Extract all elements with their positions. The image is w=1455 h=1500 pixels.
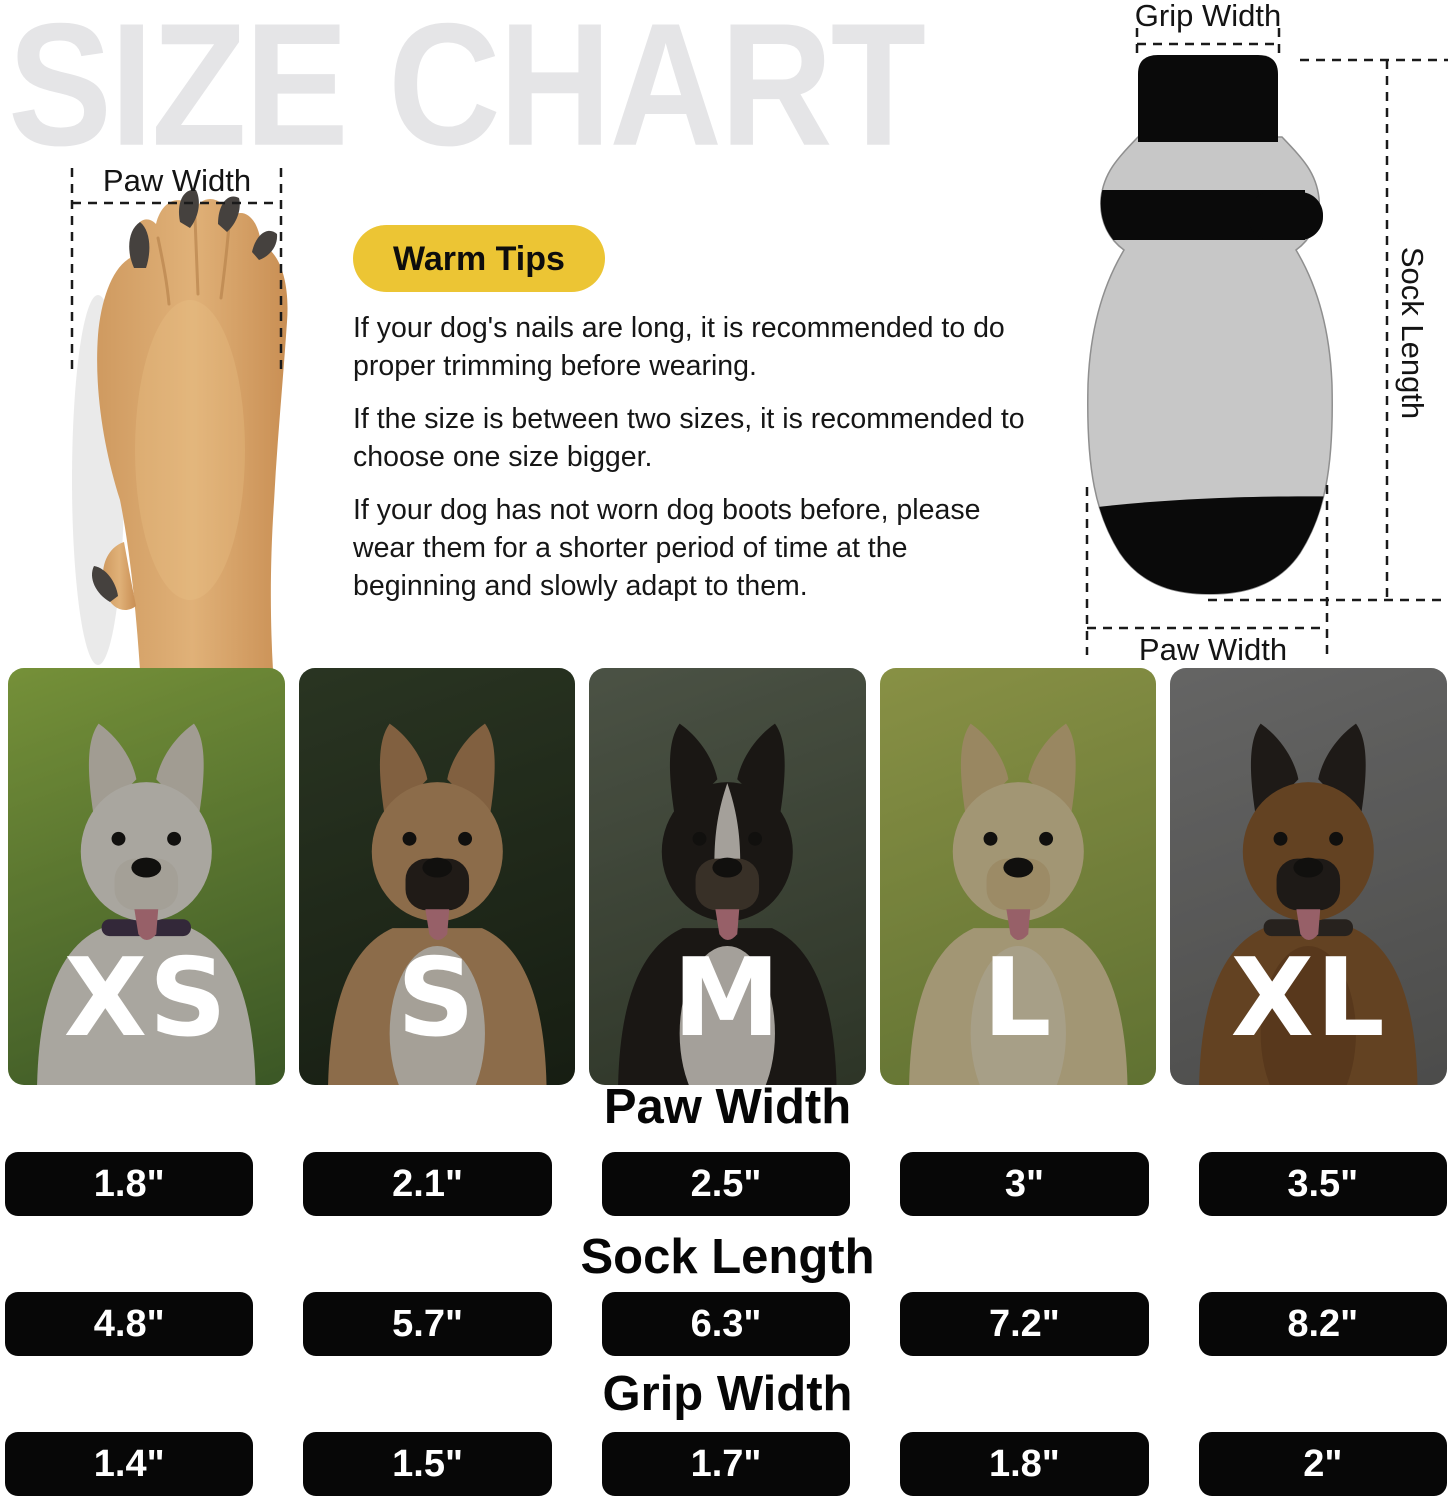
sock-length-value-m: 6.3": [601, 1292, 851, 1356]
sock-length-value-xl: 8.2": [1198, 1292, 1447, 1356]
sock-length-value-xs: 4.8": [5, 1292, 254, 1356]
table-header-grip-width: Grip Width: [602, 1367, 853, 1421]
grip-width-value-s: 1.5": [303, 1432, 552, 1496]
grip-width-value-m: 1.7": [601, 1432, 851, 1496]
tip-paragraph: If the size is between two sizes, it is …: [353, 403, 1025, 473]
size-label-xl: XL: [1230, 936, 1387, 1061]
tip-paragraph: If your dog has not worn dog boots befor…: [353, 494, 981, 602]
grip-width-value-xs: 1.4": [5, 1432, 254, 1496]
paw-width-value-l: 3": [900, 1152, 1149, 1216]
grip-width-label: Grip Width: [1135, 0, 1281, 33]
sock-length-value-l: 7.2": [900, 1292, 1149, 1356]
warm-tips-section: Warm Tips If your dog's nails are long, …: [353, 225, 1035, 605]
sock-illustration: [1087, 55, 1333, 595]
sock-sole: [1087, 496, 1333, 594]
size-label-xs: XS: [63, 936, 229, 1061]
sock-diagram: Grip Width Sock Length Paw Width: [1085, 0, 1448, 667]
grip-width-values-row: 1.4" 1.5" 1.7" 1.8" 2": [5, 1432, 1447, 1496]
sock-length-label: Sock Length: [1395, 247, 1430, 419]
size-card-l: L: [879, 668, 1157, 1085]
size-card-xl: XL: [1170, 668, 1447, 1085]
grip-width-value-l: 1.8": [900, 1432, 1149, 1496]
sock-cuff: [1138, 55, 1278, 142]
sock-length-value-s: 5.7": [303, 1292, 552, 1356]
paw-width-value-xs: 1.8": [5, 1152, 254, 1216]
photo-overlay: [8, 668, 285, 1085]
photo-overlay: [298, 668, 576, 1085]
table-header-paw-width: Paw Width: [603, 1080, 852, 1134]
grip-width-measure: Grip Width: [1135, 0, 1281, 58]
sock-paw-width-label: Paw Width: [1139, 632, 1287, 667]
paw-width-value-xl: 3.5": [1198, 1152, 1447, 1216]
paw-width-value-s: 2.1": [303, 1152, 552, 1216]
paw-width-label: Paw Width: [103, 163, 251, 198]
size-label-l: L: [982, 936, 1054, 1061]
sock-length-values-row: 4.8" 5.7" 6.3" 7.2" 8.2": [5, 1292, 1447, 1356]
table-header-sock-length: Sock Length: [580, 1230, 875, 1284]
size-cards-row: XS S M L XL: [0, 668, 1455, 1085]
sock-strap-tab: [1248, 192, 1323, 240]
photo-overlay: [1170, 668, 1447, 1085]
paw-width-value-m: 2.5": [601, 1152, 851, 1216]
size-card-xs: XS: [8, 668, 285, 1085]
paw-width-values-row: 1.8" 2.1" 2.5" 3" 3.5": [5, 1152, 1447, 1216]
photo-overlay: [879, 668, 1157, 1085]
warm-tips-badge: Warm Tips: [353, 225, 605, 292]
size-label-m: M: [672, 936, 783, 1061]
size-label-s: S: [396, 936, 477, 1061]
sock-paw-width-measure: Paw Width: [1085, 485, 1329, 667]
photo-overlay: [589, 668, 866, 1085]
sock-length-measure: Sock Length: [1208, 58, 1448, 602]
tip-paragraph: If your dog's nails are long, it is reco…: [353, 312, 1005, 382]
size-card-m: M: [589, 668, 866, 1085]
grip-width-value-xl: 2": [1198, 1432, 1447, 1496]
paw-photo: Paw Width: [70, 163, 288, 670]
size-card-s: S: [298, 668, 576, 1085]
paw-width-measure: Paw Width: [70, 163, 283, 376]
paw-illustration: [91, 189, 288, 670]
paw-nails: [91, 189, 278, 602]
page-title: SIZE CHART: [8, 0, 926, 183]
